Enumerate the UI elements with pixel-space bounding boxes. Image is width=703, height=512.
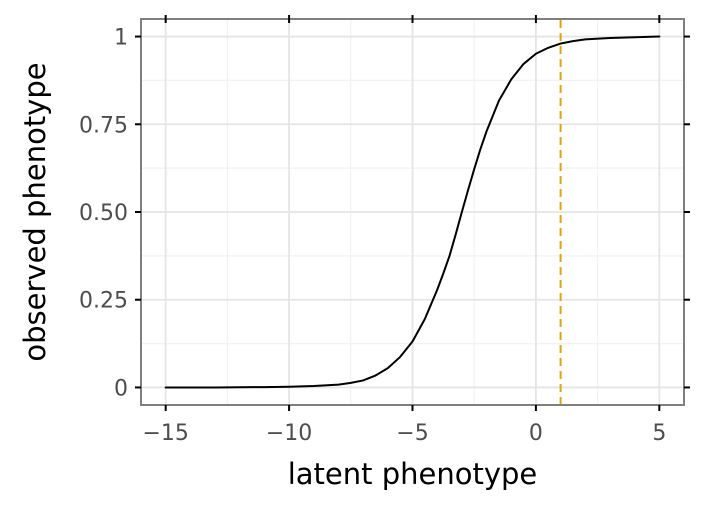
y-tick-labels: 0 0.25 0.50 0.75 1 [79, 26, 128, 402]
x-axis-title: latent phenotype [288, 457, 538, 491]
x-tick-label: 0 [529, 421, 543, 446]
axis-ticks [135, 15, 690, 411]
y-tick-label: 0.75 [79, 113, 128, 138]
x-tick-label: −10 [266, 421, 312, 446]
y-tick-label: 1 [114, 26, 128, 51]
y-axis-title: observed phenotype [18, 62, 52, 361]
sigmoid-curve [164, 35, 661, 389]
plot-area [164, 19, 661, 405]
x-tick-label: −15 [142, 421, 188, 446]
y-tick-label: 0.25 [79, 289, 128, 314]
x-tick-label: 5 [652, 421, 666, 446]
y-tick-label: 0.50 [79, 201, 128, 226]
x-tick-label: −5 [396, 421, 428, 446]
y-tick-label: 0 [114, 376, 128, 401]
x-tick-labels: −15 −10 −5 0 5 [142, 421, 666, 446]
major-grid [141, 19, 684, 405]
